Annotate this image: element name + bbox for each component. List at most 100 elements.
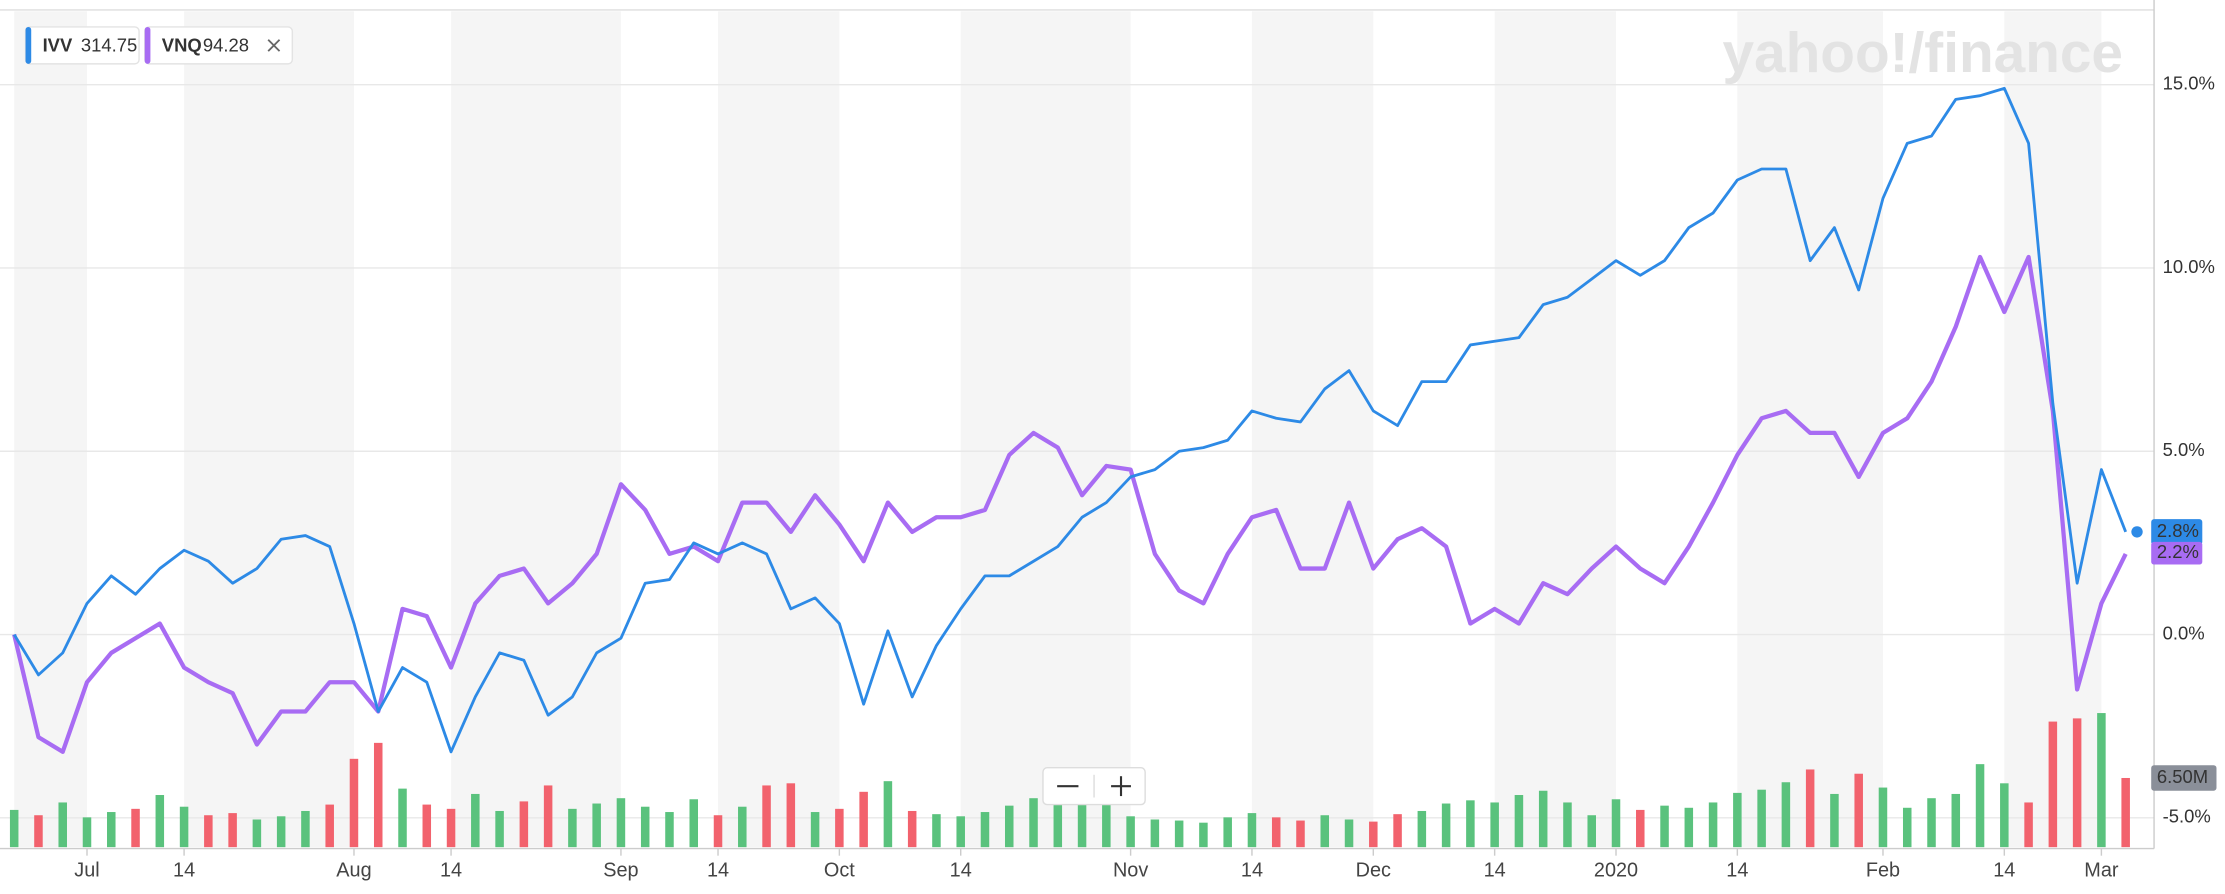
volume-bar: [446, 808, 456, 848]
volume-bar: [1636, 809, 1645, 848]
volume-bar: [1004, 805, 1014, 848]
volume-bar: [1927, 798, 1936, 848]
volume-bar: [252, 819, 262, 848]
x-tick-label: 14: [173, 860, 195, 882]
legend-price: 94.28: [203, 35, 249, 56]
volume-bar: [543, 785, 553, 848]
volume-bar: [2024, 802, 2033, 848]
volume-bar: [1271, 817, 1281, 848]
volume-bar: [1538, 790, 1548, 848]
volume-bar: [689, 799, 699, 848]
volume-bar: [762, 785, 771, 848]
volume-bar: [1126, 816, 1135, 848]
volume-bar: [738, 806, 747, 848]
volume-bar: [907, 810, 917, 848]
remove-button[interactable]: [267, 39, 281, 52]
volume-bar: [1077, 793, 1087, 848]
watermark: yahoo!/finance: [1723, 22, 2123, 85]
volume-bar: [1514, 795, 1524, 848]
volume-bar: [835, 808, 844, 848]
legend-item[interactable]: IVV 314.75: [24, 26, 140, 65]
band: [451, 11, 621, 848]
volume-bar: [1199, 822, 1208, 848]
zoom-in[interactable]: [1111, 776, 1131, 797]
volume-bar: [1344, 819, 1354, 848]
band: [1737, 11, 1883, 848]
volume-bar: [398, 788, 407, 848]
volume-bar: [1369, 821, 1378, 848]
volume-bar: [616, 798, 626, 848]
end-label: 6.50M: [2157, 766, 2208, 787]
volume-bar: [107, 812, 116, 848]
x-tick-label: Dec: [1356, 860, 1391, 882]
x-tick-label: 2020: [1594, 860, 1638, 882]
volume-bar: [325, 804, 334, 848]
volume-bar: [1296, 820, 1305, 848]
x-tick-label: Feb: [1866, 860, 1900, 882]
volume-bar: [349, 758, 359, 848]
x-tick-label: 14: [1993, 860, 2015, 882]
x-tick-label: Aug: [336, 860, 371, 882]
end-label: 2.8%: [2157, 520, 2199, 541]
volume-bar: [1466, 800, 1475, 848]
volume-bar: [519, 801, 529, 848]
x-tick-label: Sep: [603, 860, 638, 882]
volume-bar: [1854, 773, 1863, 848]
band: [14, 11, 87, 848]
x-tick-label: 14: [1241, 860, 1263, 882]
volume-bar: [1150, 819, 1160, 848]
volume-bar: [2072, 718, 2082, 848]
y-tick-label: 0.0%: [2163, 622, 2205, 643]
volume-bar: [932, 814, 941, 848]
volume-bar: [1757, 789, 1766, 848]
volume-bar: [1902, 807, 1912, 848]
volume-bar: [1102, 803, 1111, 848]
volume-bar: [2048, 721, 2058, 848]
volume-bar: [179, 806, 189, 848]
volume-bar: [592, 803, 601, 848]
legend-price: 314.75: [81, 35, 137, 56]
volume-bar: [471, 793, 480, 848]
volume-bar: [131, 808, 140, 848]
volume-bar: [1029, 798, 1038, 848]
volume-bar: [1805, 769, 1815, 848]
x-tick-label: Nov: [1113, 860, 1148, 882]
volume-bar: [422, 804, 432, 848]
volume-bar: [1490, 802, 1499, 848]
last-point: [2131, 526, 2143, 538]
volume-bar: [155, 795, 165, 848]
volume-bar: [810, 812, 820, 848]
volume-bar: [301, 810, 310, 848]
volume-bar: [1611, 799, 1621, 848]
volume-bar: [568, 808, 577, 848]
volume-bar: [1247, 813, 1257, 848]
y-tick-label: 10.0%: [2163, 256, 2215, 277]
volume-bar: [495, 810, 504, 848]
x-tick-label: 14: [440, 860, 462, 882]
volume-bar: [204, 815, 213, 848]
band: [718, 11, 840, 848]
legend-item[interactable]: VNQ 94.28: [144, 26, 294, 65]
plot: [0, 83, 2155, 848]
volume-bar: [1878, 787, 1888, 848]
band: [184, 11, 354, 848]
volume-bar: [1733, 792, 1742, 848]
volume-bar: [1975, 764, 1985, 848]
x-tick-label: Oct: [824, 860, 855, 882]
volume-bar: [956, 816, 965, 848]
price-line: [12, 86, 2127, 754]
volume-bar: [1660, 805, 1669, 848]
end-label: 2.2%: [2157, 541, 2199, 562]
volume-bar: [859, 791, 868, 848]
volume-bar: [1587, 815, 1596, 848]
volume-bar: [713, 815, 723, 848]
y-tick-label: 5.0%: [2163, 439, 2205, 460]
volume-bar: [1684, 807, 1694, 848]
volume-bar: [34, 815, 43, 848]
volume-bar: [228, 813, 237, 848]
volume-bar: [1174, 820, 1184, 848]
background: [14, 11, 2102, 848]
volume-bar: [58, 802, 67, 848]
